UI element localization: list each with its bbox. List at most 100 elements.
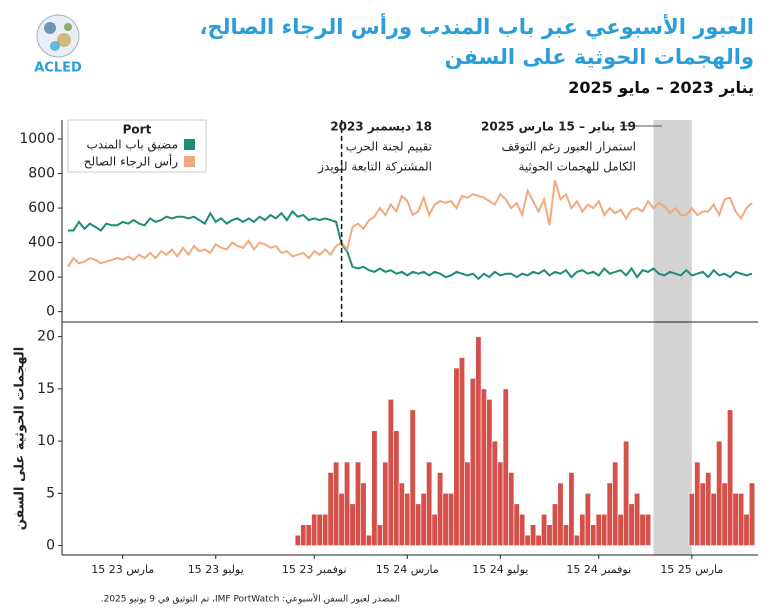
legend-swatch (184, 139, 195, 150)
line-series (68, 209, 753, 281)
bar (644, 513, 652, 546)
bar (349, 503, 356, 546)
y-tick-label: 400 (28, 235, 55, 251)
line-series (67, 180, 753, 268)
bar (382, 461, 389, 546)
bar (573, 534, 580, 546)
bar (311, 513, 318, 546)
bar (442, 493, 449, 546)
bar (453, 367, 460, 546)
bar (601, 513, 608, 546)
bar (732, 493, 739, 546)
bar (480, 388, 487, 546)
bar (469, 378, 476, 546)
bar (705, 472, 712, 546)
bar (524, 534, 531, 546)
bar (748, 482, 756, 546)
title: العبور الأسبوعي عبر باب المندب ورأس الرج… (199, 15, 754, 69)
bar (579, 513, 586, 546)
bar (623, 440, 630, 546)
y-tick-label: 5 (46, 485, 55, 501)
bar (491, 440, 498, 546)
bar (606, 482, 613, 546)
bar (628, 503, 635, 546)
y-tick-label: 0 (46, 538, 55, 554)
bar (420, 493, 427, 546)
bar (354, 461, 362, 546)
annotation: 18 ديسمبر 2023 (330, 120, 432, 134)
bar (727, 409, 734, 546)
x-tick-label: 15 مارس 25 (660, 563, 723, 576)
bar (634, 493, 641, 546)
bar (551, 503, 559, 546)
annotation: المشتركة التابعة للويدز (317, 160, 432, 175)
source: المصدر لعبور السفن الأسبوعي: IMF PortWat… (101, 593, 400, 605)
bar (300, 524, 307, 546)
bar (360, 482, 367, 546)
bar (294, 534, 301, 546)
x-tick-label: 15 يوليو 23 (188, 563, 244, 576)
bar (448, 493, 455, 546)
header: العبور الأسبوعي عبر باب المندب ورأس الرج… (114, 12, 754, 97)
y-tick-label: 800 (28, 166, 55, 182)
bar (475, 336, 482, 546)
x-tick-label: 15 نوفمبر 23 (282, 563, 347, 576)
shaded-period (653, 120, 692, 555)
legend-label: رأس الرجاء الصالح (84, 154, 178, 170)
bar (464, 461, 471, 546)
bar (595, 513, 602, 546)
bar (458, 357, 466, 546)
annotation: استمرار العبور رغم التوقف (501, 140, 636, 155)
y-tick-label: 15 (37, 381, 55, 397)
bar (404, 493, 411, 546)
x-tick-label: 15 نوفمبر 24 (566, 563, 631, 576)
bar (333, 461, 340, 546)
subtitle: يناير 2023 – مايو 2025 (568, 78, 754, 97)
bar (415, 503, 422, 546)
bar (398, 482, 405, 546)
bar (568, 472, 575, 546)
bar (387, 399, 394, 546)
bar (562, 524, 569, 546)
bar (743, 513, 750, 546)
y-tick-label: 200 (28, 269, 55, 285)
bar (716, 440, 723, 546)
bar (327, 472, 334, 546)
bar (322, 513, 329, 546)
bar (541, 513, 548, 546)
bar (486, 399, 493, 546)
bar (365, 534, 372, 546)
bar (316, 513, 323, 546)
bar (437, 472, 444, 546)
bar (502, 388, 509, 546)
y-tick-label: 0 (46, 304, 55, 320)
bar (612, 461, 619, 546)
bar (639, 513, 646, 546)
bar (409, 409, 416, 546)
legend-title: Port (123, 123, 152, 137)
y-tick-label: 20 (37, 329, 55, 345)
bar (393, 430, 400, 546)
bar (617, 513, 624, 546)
bar (376, 524, 383, 546)
y-tick-label: 10 (37, 433, 55, 449)
bar (694, 461, 701, 546)
legend-swatch (184, 156, 195, 167)
logo-globe (36, 14, 80, 58)
bar (338, 493, 345, 546)
legend-box (67, 119, 207, 173)
y-tick-label: 600 (28, 200, 55, 216)
bar (371, 430, 378, 546)
legend-label: مضيق باب المندب (86, 138, 178, 153)
bar (688, 493, 695, 546)
bar (535, 534, 542, 546)
bar (721, 482, 728, 546)
bar (590, 524, 597, 546)
annotation: الكامل للهجمات الحوثية (518, 160, 636, 175)
bar (530, 524, 537, 546)
y-tick-label: 1000 (19, 131, 55, 147)
bar (497, 461, 504, 546)
